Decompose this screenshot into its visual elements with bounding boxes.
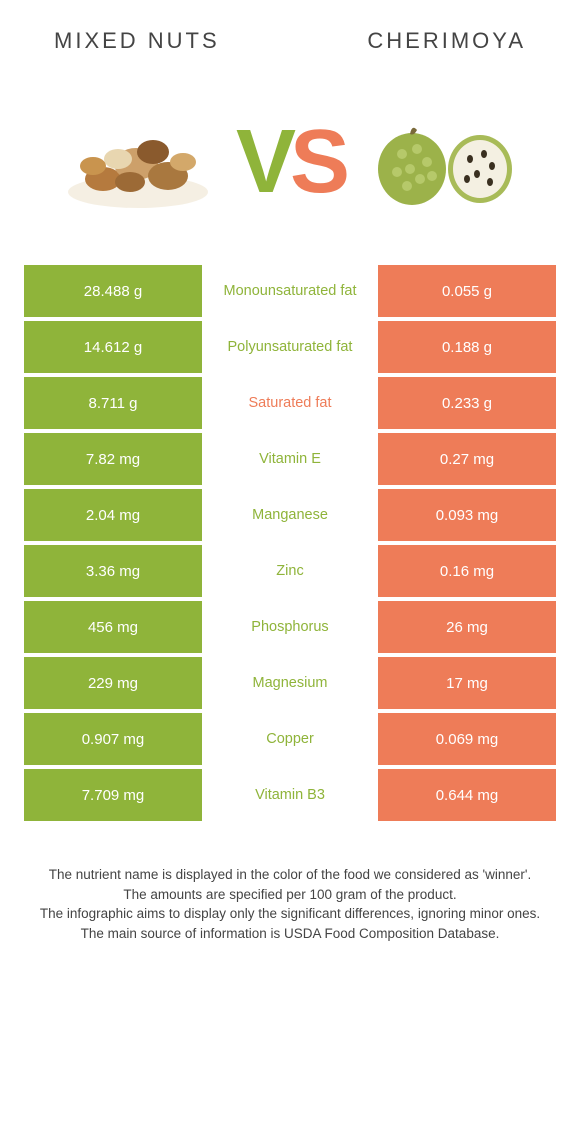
table-row: 3.36 mgZinc0.16 mg	[24, 545, 556, 597]
value-right: 0.16 mg	[378, 545, 556, 597]
nutrient-label: Vitamin B3	[202, 769, 378, 821]
table-row: 7.82 mgVitamin E0.27 mg	[24, 433, 556, 485]
value-left: 2.04 mg	[24, 489, 202, 541]
nutrient-label: Vitamin E	[202, 433, 378, 485]
cherimoya-image	[362, 104, 522, 219]
value-right: 17 mg	[378, 657, 556, 709]
value-right: 0.233 g	[378, 377, 556, 429]
table-row: 456 mgPhosphorus26 mg	[24, 601, 556, 653]
hero-row: V S	[24, 104, 556, 219]
value-left: 3.36 mg	[24, 545, 202, 597]
vs-s: S	[290, 117, 344, 207]
nutrient-label: Zinc	[202, 545, 378, 597]
value-left: 7.82 mg	[24, 433, 202, 485]
nutrient-label: Phosphorus	[202, 601, 378, 653]
vs-label: V S	[236, 117, 344, 207]
header: MIXED NUTS CHERIMOYA	[24, 28, 556, 54]
value-right: 0.055 g	[378, 265, 556, 317]
comparison-table: 28.488 gMonounsaturated fat0.055 g14.612…	[24, 265, 556, 821]
nutrient-label: Saturated fat	[202, 377, 378, 429]
footnotes: The nutrient name is displayed in the co…	[24, 865, 556, 943]
value-left: 0.907 mg	[24, 713, 202, 765]
value-left: 7.709 mg	[24, 769, 202, 821]
value-right: 0.27 mg	[378, 433, 556, 485]
value-left: 28.488 g	[24, 265, 202, 317]
table-row: 229 mgMagnesium17 mg	[24, 657, 556, 709]
table-row: 0.907 mgCopper0.069 mg	[24, 713, 556, 765]
mixed-nuts-image	[58, 104, 218, 219]
value-right: 0.188 g	[378, 321, 556, 373]
table-row: 28.488 gMonounsaturated fat0.055 g	[24, 265, 556, 317]
value-left: 229 mg	[24, 657, 202, 709]
table-row: 7.709 mgVitamin B30.644 mg	[24, 769, 556, 821]
table-row: 2.04 mgManganese0.093 mg	[24, 489, 556, 541]
nutrient-label: Monounsaturated fat	[202, 265, 378, 317]
value-left: 8.711 g	[24, 377, 202, 429]
table-row: 14.612 gPolyunsaturated fat0.188 g	[24, 321, 556, 373]
value-left: 14.612 g	[24, 321, 202, 373]
table-row: 8.711 gSaturated fat0.233 g	[24, 377, 556, 429]
title-right: CHERIMOYA	[367, 28, 526, 54]
value-right: 26 mg	[378, 601, 556, 653]
footnote-line: The nutrient name is displayed in the co…	[28, 865, 552, 885]
nutrient-label: Manganese	[202, 489, 378, 541]
value-left: 456 mg	[24, 601, 202, 653]
value-right: 0.069 mg	[378, 713, 556, 765]
nutrient-label: Magnesium	[202, 657, 378, 709]
value-right: 0.093 mg	[378, 489, 556, 541]
vs-v: V	[236, 117, 290, 207]
title-left: MIXED NUTS	[54, 28, 220, 54]
nutrient-label: Copper	[202, 713, 378, 765]
nutrient-label: Polyunsaturated fat	[202, 321, 378, 373]
footnote-line: The amounts are specified per 100 gram o…	[28, 885, 552, 905]
footnote-line: The main source of information is USDA F…	[28, 924, 552, 944]
footnote-line: The infographic aims to display only the…	[28, 904, 552, 924]
value-right: 0.644 mg	[378, 769, 556, 821]
